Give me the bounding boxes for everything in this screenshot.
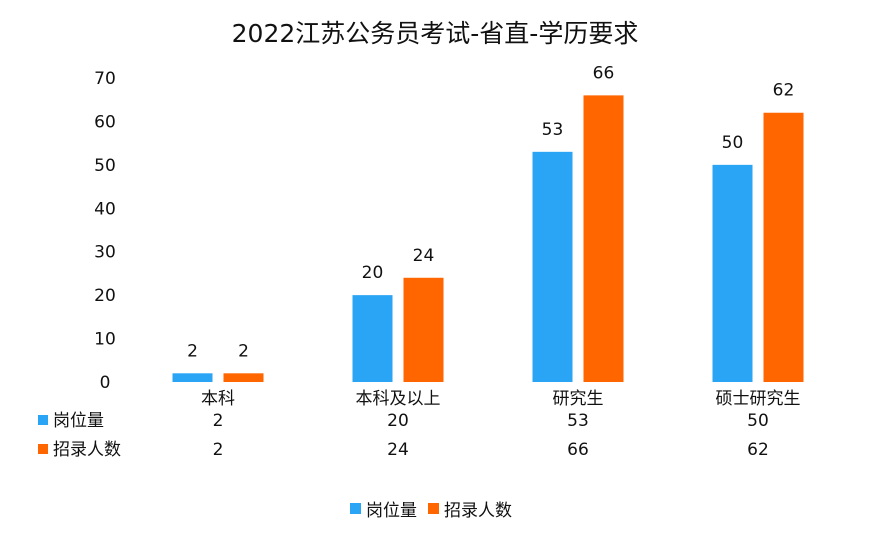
legend-label: 岗位量 [366, 501, 417, 521]
bar-招录人数-本科及以上 [403, 277, 444, 382]
bar-岗位量-研究生 [532, 151, 573, 382]
table-legend-swatch [38, 444, 48, 454]
bar-value-label: 53 [542, 120, 564, 140]
legend-swatch [428, 503, 439, 514]
y-tick-label: 40 [94, 199, 116, 219]
x-category-label: 本科及以上 [356, 389, 441, 409]
table-cell: 20 [387, 411, 409, 431]
table-legend-swatch [38, 415, 48, 425]
y-tick-label: 0 [100, 373, 111, 393]
bar-岗位量-本科 [172, 373, 213, 382]
bar-value-label: 24 [413, 246, 435, 266]
table-cell: 66 [567, 440, 589, 460]
y-tick-label: 20 [94, 286, 116, 306]
bar-value-label: 2 [238, 341, 249, 361]
table-cell: 2 [213, 411, 224, 431]
table-cell: 2 [213, 440, 224, 460]
bar-岗位量-硕士研究生 [712, 164, 753, 382]
y-tick-label: 70 [94, 69, 116, 89]
y-tick-label: 60 [94, 112, 116, 132]
y-axis: 0 10 20 30 40 50 60 70 [94, 69, 116, 393]
bar-招录人数-硕士研究生 [763, 112, 804, 382]
legend-swatch [350, 503, 361, 514]
bars: 2 2 20 24 53 66 50 62 [172, 63, 804, 382]
bar-招录人数-研究生 [583, 95, 624, 382]
table-cell: 62 [747, 440, 769, 460]
bar-value-label: 2 [187, 341, 198, 361]
bar-value-label: 66 [593, 63, 615, 83]
bar-岗位量-本科及以上 [352, 295, 393, 382]
y-tick-label: 50 [94, 156, 116, 176]
bar-value-label: 50 [722, 133, 744, 153]
chart-title: 2022江苏公务员考试-省直-学历要求 [232, 19, 639, 48]
table-row-label: 岗位量 [53, 411, 104, 431]
legend-label: 招录人数 [444, 501, 512, 521]
bar-value-label: 62 [773, 81, 795, 101]
x-category-label: 硕士研究生 [716, 389, 801, 409]
bar-value-label: 20 [362, 263, 384, 283]
data-table: 岗位量 2 20 53 50 招录人数 2 24 66 62 [38, 411, 769, 460]
y-tick-label: 30 [94, 243, 116, 263]
x-category-label: 本科 [201, 389, 235, 409]
x-axis: 本科 本科及以上 研究生 硕士研究生 [201, 389, 801, 409]
table-cell: 53 [567, 411, 589, 431]
table-cell: 24 [387, 440, 409, 460]
y-tick-label: 10 [94, 330, 116, 350]
x-category-label: 研究生 [553, 389, 604, 409]
bar-招录人数-本科 [223, 373, 264, 382]
table-cell: 50 [747, 411, 769, 431]
legend: 岗位量 招录人数 [350, 501, 512, 521]
table-row-label: 招录人数 [53, 440, 121, 460]
